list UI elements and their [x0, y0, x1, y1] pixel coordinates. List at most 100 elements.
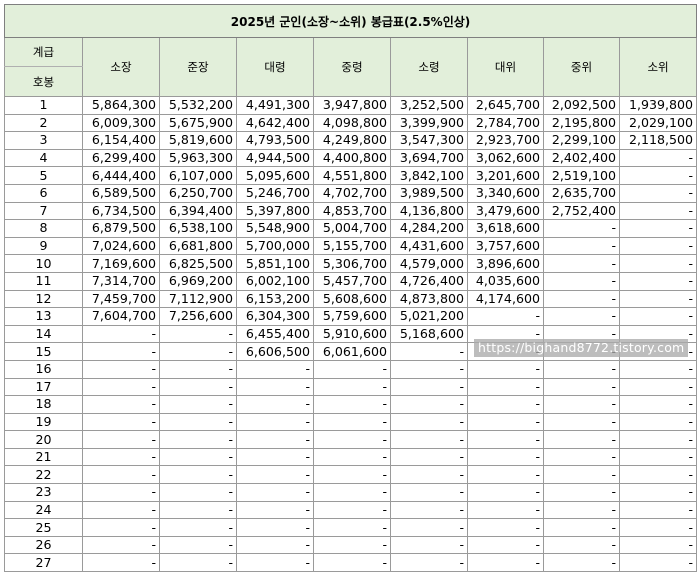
salary-cell: - [390, 553, 468, 573]
step-cell: 10 [4, 254, 83, 273]
salary-cell: - [159, 500, 237, 520]
salary-cell: - [390, 535, 468, 555]
salary-cell: - [618, 271, 698, 291]
salary-cell: 3,547,300 [390, 131, 468, 150]
table-row: 20- - - - - - - - [4, 430, 698, 449]
salary-cell: - [159, 465, 237, 485]
salary-cell: 7,256,600 [159, 307, 237, 326]
salary-cell: - [159, 518, 237, 537]
salary-cell: - [236, 500, 314, 520]
salary-cell: 4,136,800 [390, 201, 468, 221]
salary-cell: - [543, 377, 620, 397]
salary-cell: - [313, 359, 391, 379]
salary-cell: 6,250,700 [159, 183, 237, 203]
salary-cell: - [618, 359, 698, 379]
salary-cell: 3,399,900 [390, 113, 468, 133]
salary-cell: - [467, 535, 544, 555]
salary-cell: - [543, 289, 620, 309]
salary-cell: - [82, 447, 160, 467]
salary-cell: 6,681,800 [159, 236, 237, 256]
step-cell: 3 [4, 131, 83, 150]
table-row: 2 6,009,300 5,675,900 4,642,400 4,098,800 3,3… [4, 113, 698, 133]
salary-cell: - [390, 518, 468, 537]
salary-cell: 2,635,700 [543, 183, 620, 203]
salary-cell: - [390, 483, 468, 502]
rank-header: 중위 [543, 37, 620, 97]
salary-cell: - [390, 430, 468, 449]
salary-cell: 4,249,800 [313, 131, 391, 150]
salary-cell: - [82, 342, 160, 361]
salary-cell: - [543, 307, 620, 326]
salary-cell: 2,299,100 [543, 131, 620, 150]
salary-cell: 4,284,200 [390, 219, 468, 238]
salary-cell: - [467, 395, 544, 414]
salary-cell: 5,397,800 [236, 201, 314, 221]
salary-cell: 4,944,500 [236, 148, 314, 168]
salary-cell: 3,947,800 [313, 96, 391, 115]
salary-cell: 4,551,800 [313, 166, 391, 185]
salary-cell: - [618, 483, 698, 502]
salary-cell: - [618, 377, 698, 397]
salary-cell: - [543, 447, 620, 467]
salary-cell: - [618, 412, 698, 432]
salary-cell: 3,896,600 [467, 254, 544, 273]
salary-cell: 2,519,100 [543, 166, 620, 185]
salary-cell: 5,675,900 [159, 113, 237, 133]
table-row: 4 6,299,400 5,963,300 4,944,500 4,400,800 3,6… [4, 148, 698, 168]
salary-cell: - [467, 553, 544, 573]
step-cell: 1 [4, 96, 83, 115]
table-row: 12 7,459,700 7,112,900 6,153,200 5,608,600 4,… [4, 289, 698, 309]
salary-cell: - [467, 447, 544, 467]
step-cell: 16 [4, 359, 83, 379]
salary-cell: 7,024,600 [82, 236, 160, 256]
salary-cell: 5,004,700 [313, 219, 391, 238]
salary-cell: 7,169,600 [82, 254, 160, 273]
step-cell: 11 [4, 271, 83, 291]
salary-cell: - [313, 430, 391, 449]
salary-cell: - [390, 412, 468, 432]
table-row: 26- - - - - - - - [4, 535, 698, 555]
salary-cell: - [159, 535, 237, 555]
salary-cell: 6,606,500 [236, 342, 314, 361]
salary-cell: - [159, 342, 237, 361]
table-row: 11 7,314,700 6,969,200 6,002,100 5,457,700 4,… [4, 271, 698, 291]
salary-cell: 6,299,400 [82, 148, 160, 168]
table-row: 9 7,024,600 6,681,800 5,700,000 5,155,700 4,4… [4, 236, 698, 256]
salary-cell: 2,923,700 [467, 131, 544, 150]
salary-cell: - [618, 447, 698, 467]
salary-cell: 3,694,700 [390, 148, 468, 168]
salary-cell: - [313, 553, 391, 573]
salary-cell: 4,400,800 [313, 148, 391, 168]
salary-cell: - [618, 166, 698, 185]
salary-cell: 3,252,500 [390, 96, 468, 115]
salary-cell: - [236, 518, 314, 537]
step-header: 호봉 [4, 66, 83, 97]
salary-cell: 5,168,600 [390, 324, 468, 344]
step-cell: 9 [4, 236, 83, 256]
salary-cell: - [82, 535, 160, 555]
salary-cell: - [467, 377, 544, 397]
salary-cell: 6,538,100 [159, 219, 237, 238]
table-row: 19- - - - - - - - [4, 412, 698, 432]
rank-header: 준장 [159, 37, 237, 97]
salary-cell: 4,579,000 [390, 254, 468, 273]
salary-cell: - [313, 412, 391, 432]
salary-cell: 7,314,700 [82, 271, 160, 291]
salary-cell: - [543, 535, 620, 555]
table-row: 23- - - - - - - - [4, 483, 698, 502]
step-cell: 8 [4, 219, 83, 238]
step-cell: 5 [4, 166, 83, 185]
salary-table: 2025년 군인(소장~소위) 봉급표(2.5%인상) 계급 소장 준장 대령 중령 소… [3, 4, 698, 573]
rank-header: 소령 [390, 37, 468, 97]
salary-cell: 6,061,600 [313, 342, 391, 361]
salary-cell: 5,246,700 [236, 183, 314, 203]
salary-cell: - [618, 201, 698, 221]
salary-cell: - [543, 236, 620, 256]
salary-cell: - [543, 430, 620, 449]
salary-cell: - [236, 359, 314, 379]
salary-cell: - [236, 553, 314, 573]
salary-cell: - [236, 483, 314, 502]
salary-cell: 6,969,200 [159, 271, 237, 291]
salary-cell: - [159, 430, 237, 449]
table-title: 2025년 군인(소장~소위) 봉급표(2.5%인상) [3, 4, 698, 38]
